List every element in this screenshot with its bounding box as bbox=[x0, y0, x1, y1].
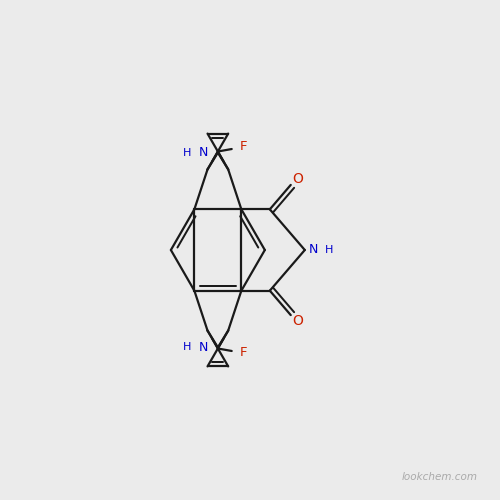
Text: N: N bbox=[198, 146, 207, 159]
Text: N: N bbox=[309, 244, 318, 256]
Text: F: F bbox=[240, 346, 248, 359]
Text: O: O bbox=[292, 172, 304, 186]
Text: H: H bbox=[183, 342, 192, 352]
Text: H: H bbox=[326, 245, 334, 255]
Text: O: O bbox=[292, 314, 304, 328]
Text: F: F bbox=[240, 140, 248, 153]
Text: H: H bbox=[183, 148, 192, 158]
Text: lookchem.com: lookchem.com bbox=[402, 472, 477, 482]
Text: N: N bbox=[198, 341, 207, 354]
